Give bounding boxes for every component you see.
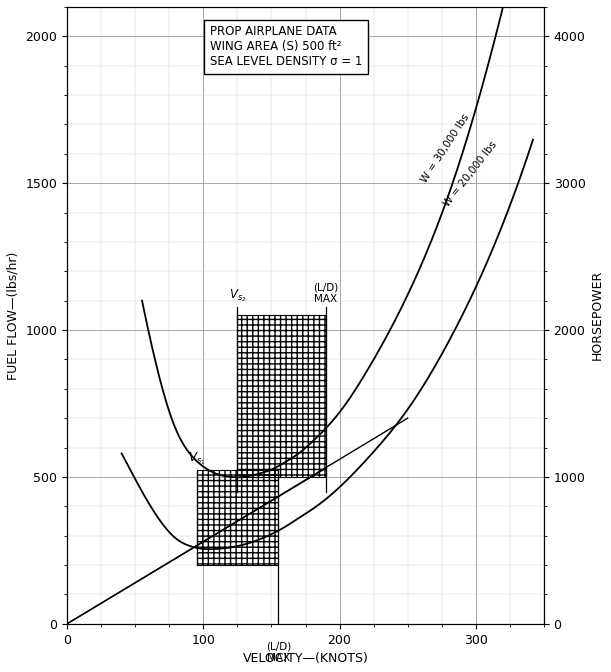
Text: W = 20,000 lbs: W = 20,000 lbs [442, 140, 499, 209]
X-axis label: VELOCITY—(KNOTS): VELOCITY—(KNOTS) [243, 652, 368, 665]
Text: PROP AIRPLANE DATA
WING AREA (S) 500 ft²
SEA LEVEL DENSITY σ = 1: PROP AIRPLANE DATA WING AREA (S) 500 ft²… [210, 26, 362, 69]
Text: $V_{s_2}$: $V_{s_2}$ [229, 287, 246, 304]
Text: W = 30,000 lbs: W = 30,000 lbs [420, 112, 472, 184]
Text: (L/D)
MAX: (L/D) MAX [266, 641, 291, 663]
Bar [238, 315, 326, 477]
Bar [197, 470, 278, 565]
Y-axis label: HORSEPOWER: HORSEPOWER [591, 270, 604, 360]
Text: $V_{s_1}$: $V_{s_1}$ [188, 450, 205, 466]
Y-axis label: FUEL FLOW—(lbs/hr): FUEL FLOW—(lbs/hr) [7, 251, 20, 380]
Text: (L/D)
MAX: (L/D) MAX [313, 282, 338, 304]
